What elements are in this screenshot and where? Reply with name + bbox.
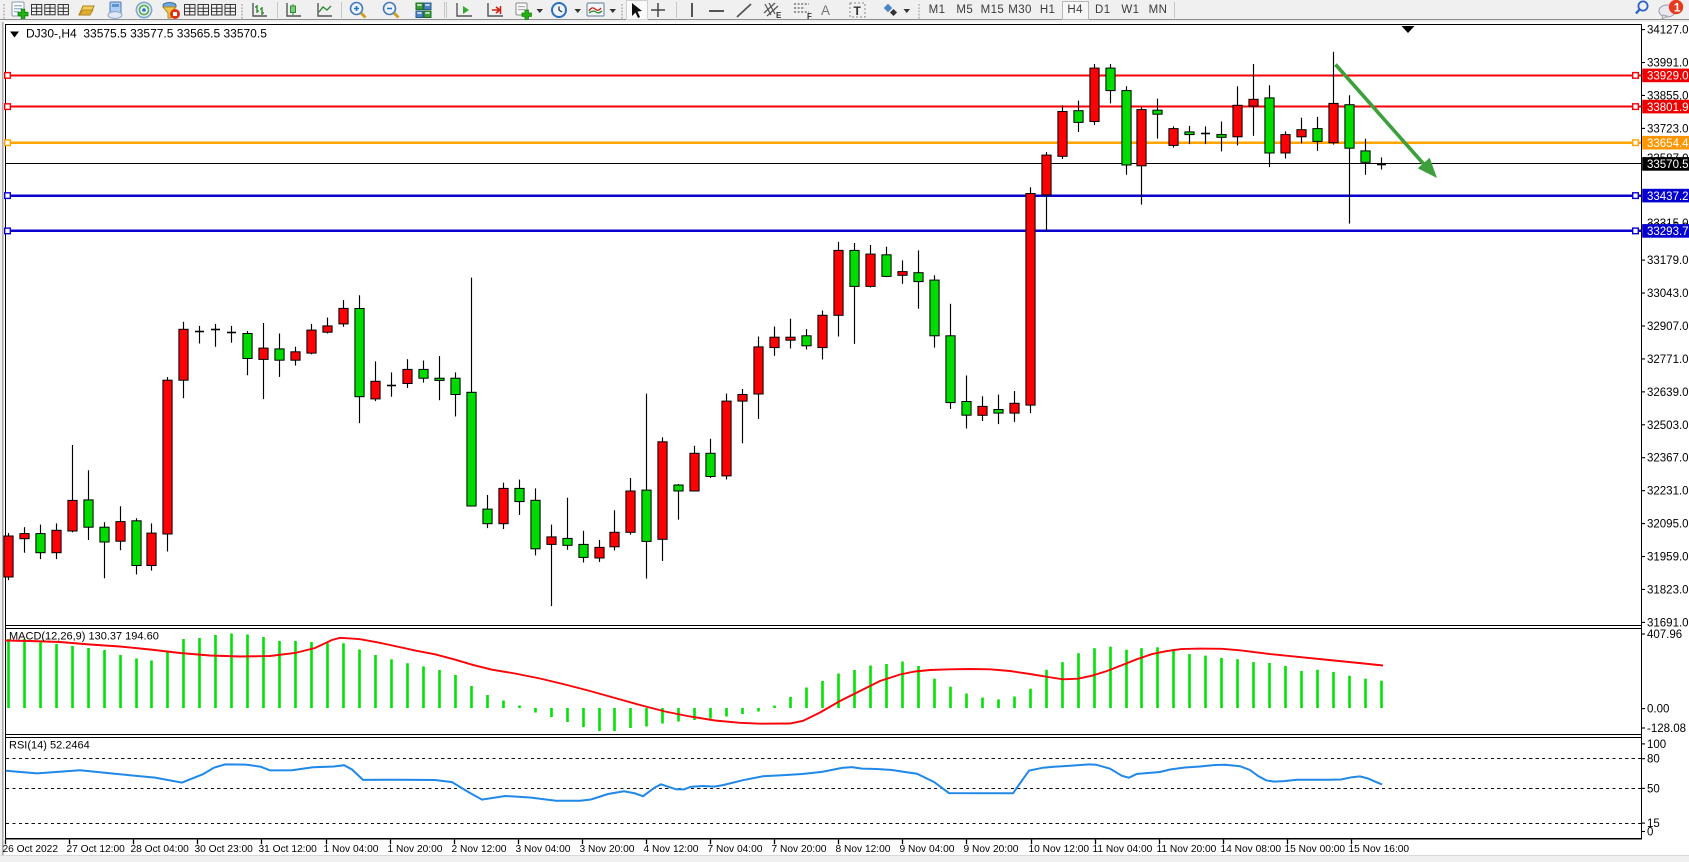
svg-text:80: 80: [1647, 754, 1660, 766]
svg-text:33293.7: 33293.7: [1647, 226, 1689, 238]
svg-text:34127.0: 34127.0: [1647, 25, 1689, 37]
svg-text:E: E: [776, 11, 782, 20]
svg-text:33991.0: 33991.0: [1647, 58, 1689, 70]
svg-text:2 Nov 12:00: 2 Nov 12:00: [452, 844, 507, 855]
svg-text:32095.0: 32095.0: [1647, 519, 1689, 531]
svg-text:7 Nov 20:00: 7 Nov 20:00: [772, 844, 827, 855]
svg-text:32639.0: 32639.0: [1647, 387, 1689, 399]
svg-text:28 Oct 04:00: 28 Oct 04:00: [131, 844, 190, 855]
svg-text:33437.2: 33437.2: [1647, 191, 1689, 203]
svg-text:26 Oct 2022: 26 Oct 2022: [3, 844, 59, 855]
svg-text:30 Oct 23:00: 30 Oct 23:00: [195, 844, 254, 855]
svg-text:32231.0: 32231.0: [1647, 486, 1689, 498]
svg-text:100: 100: [1647, 739, 1666, 751]
svg-text:33801.9: 33801.9: [1647, 102, 1689, 114]
svg-text:1 Nov 20:00: 1 Nov 20:00: [388, 844, 443, 855]
svg-text:3 Nov 04:00: 3 Nov 04:00: [516, 844, 571, 855]
svg-text:33654.4: 33654.4: [1647, 138, 1689, 150]
svg-text:F: F: [807, 12, 812, 20]
svg-text:33043.0: 33043.0: [1647, 288, 1689, 300]
svg-text:31 Oct 12:00: 31 Oct 12:00: [259, 844, 318, 855]
svg-text:14 Nov 08:00: 14 Nov 08:00: [1221, 844, 1282, 855]
svg-text:32503.0: 32503.0: [1647, 420, 1689, 432]
svg-text:15 Nov 00:00: 15 Nov 00:00: [1285, 844, 1346, 855]
svg-text:32771.0: 32771.0: [1647, 354, 1689, 366]
svg-text:27 Oct 12:00: 27 Oct 12:00: [67, 844, 126, 855]
svg-text:T: T: [854, 4, 862, 18]
svg-text:0.00: 0.00: [1647, 704, 1669, 716]
svg-text:DJ30-,H4 33575.5 33577.5 3356: DJ30-,H4 33575.5 33577.5 33565.5 33570.5: [26, 27, 267, 41]
svg-text:33179.0: 33179.0: [1647, 255, 1689, 267]
svg-text:31959.0: 31959.0: [1647, 552, 1689, 564]
svg-text:8 Nov 12:00: 8 Nov 12:00: [836, 844, 891, 855]
svg-text:9 Nov 04:00: 9 Nov 04:00: [900, 844, 955, 855]
svg-text:11 Nov 20:00: 11 Nov 20:00: [1157, 844, 1217, 855]
svg-text:1 Nov 04:00: 1 Nov 04:00: [324, 844, 379, 855]
svg-text:15: 15: [1647, 818, 1660, 830]
svg-text:10 Nov 12:00: 10 Nov 12:00: [1029, 844, 1090, 855]
svg-text:50: 50: [1647, 783, 1660, 795]
svg-text:31823.0: 31823.0: [1647, 584, 1689, 596]
svg-text:33855.0: 33855.0: [1647, 90, 1689, 102]
svg-text:31691.0: 31691.0: [1647, 617, 1689, 629]
svg-text:11 Nov 04:00: 11 Nov 04:00: [1093, 844, 1153, 855]
svg-text:3 Nov 20:00: 3 Nov 20:00: [580, 844, 635, 855]
svg-text:33723.0: 33723.0: [1647, 123, 1689, 135]
svg-text:-128.08: -128.08: [1647, 723, 1686, 735]
svg-text:RSI(14) 52.2464: RSI(14) 52.2464: [9, 740, 90, 752]
svg-text:9 Nov 20:00: 9 Nov 20:00: [964, 844, 1019, 855]
svg-text:33570.5: 33570.5: [1647, 159, 1689, 171]
svg-text:4 Nov 12:00: 4 Nov 12:00: [644, 844, 699, 855]
svg-text:33929.0: 33929.0: [1647, 71, 1689, 83]
svg-text:15 Nov 16:00: 15 Nov 16:00: [1349, 844, 1410, 855]
svg-text:1: 1: [1674, 1, 1681, 15]
svg-text:0: 0: [1647, 827, 1653, 839]
svg-text:32367.0: 32367.0: [1647, 453, 1689, 465]
svg-text:407.96: 407.96: [1647, 629, 1682, 641]
svg-text:MACD(12,26,9) 130.37 194.60: MACD(12,26,9) 130.37 194.60: [9, 630, 159, 642]
svg-text:7 Nov 04:00: 7 Nov 04:00: [708, 844, 763, 855]
svg-text:32907.0: 32907.0: [1647, 321, 1689, 333]
